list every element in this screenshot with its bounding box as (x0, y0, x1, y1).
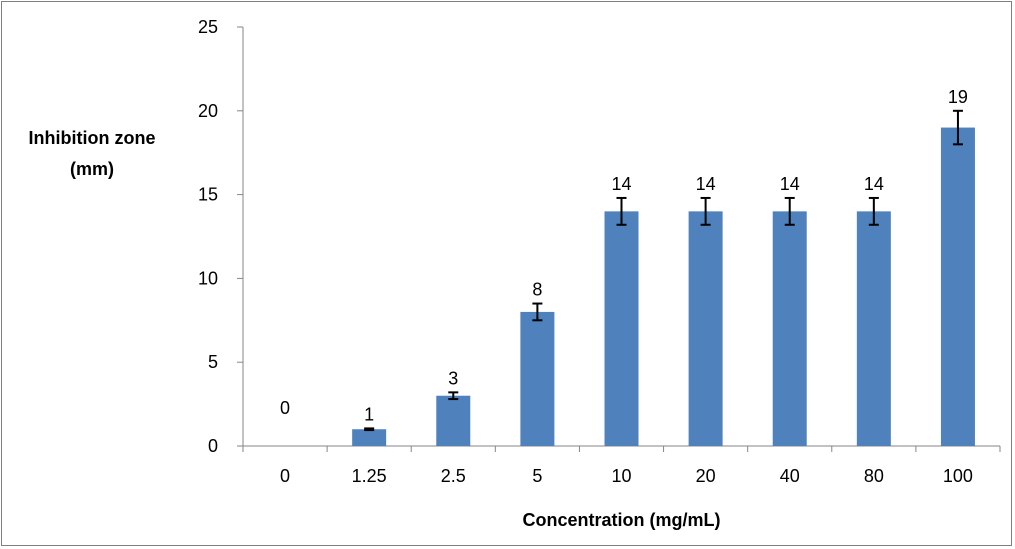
data-label: 14 (611, 174, 631, 194)
data-label: 0 (280, 398, 290, 418)
x-category-label: 100 (943, 466, 973, 486)
x-axis-ticks (242, 446, 1001, 452)
data-label: 3 (448, 368, 458, 388)
data-label: 8 (532, 280, 542, 300)
x-category-label: 40 (780, 466, 800, 486)
x-category-label: 2.5 (441, 466, 466, 486)
error-bar (532, 302, 543, 322)
x-category-label: 10 (611, 466, 631, 486)
x-category-label: 1.25 (352, 466, 387, 486)
y-tick-label: 10 (198, 268, 218, 288)
data-label: 14 (696, 174, 716, 194)
bar (520, 311, 555, 446)
x-axis-category-labels: 0 1.25 2.5 5 10 20 40 80 100 (280, 466, 973, 486)
y-tick-label: 5 (208, 352, 218, 372)
error-bar (700, 196, 711, 226)
error-bar (952, 109, 963, 146)
bars (352, 127, 975, 446)
x-category-label: 80 (864, 466, 884, 486)
data-label: 1 (364, 404, 374, 424)
bar (688, 211, 723, 446)
x-category-label: 5 (532, 466, 542, 486)
y-axis-title: Inhibition zone (mm) (29, 128, 156, 179)
data-label: 19 (948, 87, 968, 107)
y-axis-title-line: (mm) (70, 159, 114, 179)
bar (856, 211, 891, 446)
bar (352, 429, 387, 446)
data-label: 14 (780, 174, 800, 194)
bar (940, 127, 975, 446)
x-category-label: 20 (696, 466, 716, 486)
y-tick-label: 15 (198, 185, 218, 205)
y-tick-label: 20 (198, 101, 218, 121)
error-bars (364, 109, 963, 432)
y-axis-ticks: 0 5 10 15 20 25 (198, 17, 243, 456)
error-bar (868, 196, 879, 226)
error-bar (616, 196, 627, 226)
y-axis-title-line: Inhibition zone (29, 128, 156, 148)
bar (436, 395, 471, 446)
data-labels: 0 1 3 8 14 14 14 14 19 (280, 87, 968, 425)
y-tick-label: 25 (198, 17, 218, 37)
error-bar (364, 427, 375, 432)
error-bar (448, 391, 459, 401)
error-bar (784, 196, 795, 226)
x-category-label: 0 (280, 466, 290, 486)
data-label: 14 (864, 174, 884, 194)
y-tick-label: 0 (208, 436, 218, 456)
x-axis-title: Concentration (mg/mL) (523, 510, 721, 530)
bar (604, 211, 639, 446)
bar (772, 211, 807, 446)
